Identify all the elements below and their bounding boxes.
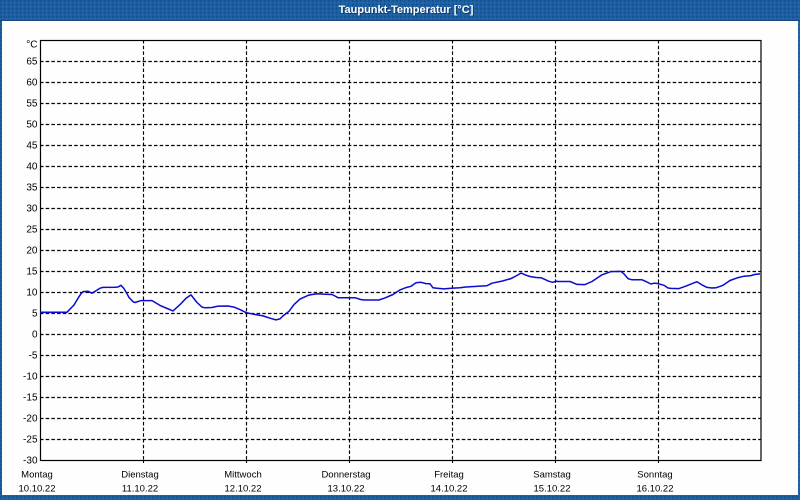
svg-text:10.10.22: 10.10.22	[19, 484, 56, 495]
svg-text:25: 25	[26, 225, 38, 236]
svg-text:°C: °C	[26, 40, 37, 51]
svg-text:11.10.22: 11.10.22	[122, 484, 158, 495]
svg-text:15.10.22: 15.10.22	[534, 484, 571, 495]
svg-text:35: 35	[26, 183, 38, 194]
svg-text:-30: -30	[23, 456, 38, 467]
svg-text:-25: -25	[23, 435, 38, 446]
svg-text:13.10.22: 13.10.22	[328, 484, 365, 495]
svg-text:-15: -15	[23, 393, 38, 404]
svg-text:Montag: Montag	[21, 470, 53, 481]
svg-text:0: 0	[32, 330, 38, 341]
svg-text:Samstag: Samstag	[533, 470, 571, 481]
svg-text:55: 55	[26, 99, 38, 110]
svg-text:15: 15	[26, 267, 38, 278]
svg-text:20: 20	[26, 246, 38, 257]
svg-text:Dienstag: Dienstag	[121, 470, 159, 481]
svg-text:Sonntag: Sonntag	[637, 470, 672, 481]
svg-text:16.10.22: 16.10.22	[637, 484, 674, 495]
svg-text:-5: -5	[29, 351, 38, 362]
svg-text:-20: -20	[23, 414, 38, 425]
svg-text:30: 30	[26, 204, 38, 215]
svg-text:50: 50	[26, 120, 38, 131]
svg-text:60: 60	[26, 78, 38, 89]
svg-text:Freitag: Freitag	[434, 470, 464, 481]
svg-text:10: 10	[26, 288, 38, 299]
svg-text:40: 40	[26, 162, 38, 173]
svg-text:65: 65	[26, 57, 38, 68]
svg-text:5: 5	[32, 309, 38, 320]
svg-text:-10: -10	[23, 372, 38, 383]
svg-text:12.10.22: 12.10.22	[225, 484, 262, 495]
svg-text:Donnerstag: Donnerstag	[321, 470, 370, 481]
svg-text:Mittwoch: Mittwoch	[224, 470, 261, 481]
svg-text:14.10.22: 14.10.22	[431, 484, 468, 495]
svg-text:45: 45	[26, 141, 38, 152]
